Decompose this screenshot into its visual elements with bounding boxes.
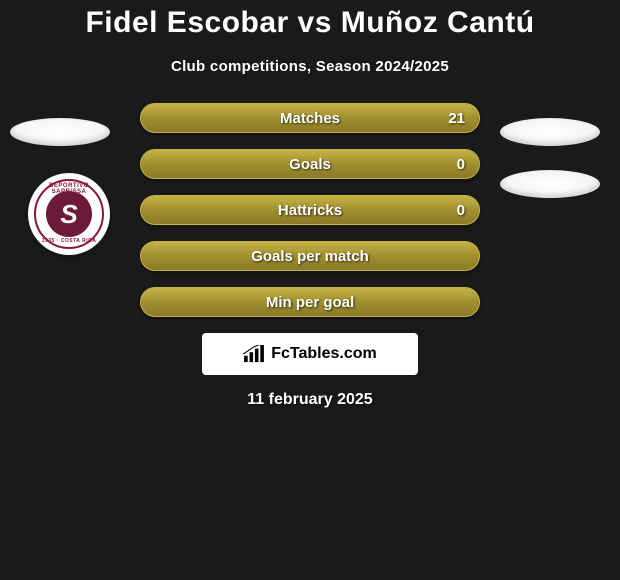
watermark-text: FcTables.com xyxy=(271,345,377,363)
club-badge-ring-bottom: 1935 · COSTA RICA xyxy=(36,238,102,244)
stat-bar-label: Goals xyxy=(141,156,479,173)
club-badge-ring-top: DEPORTIVO SAPRISSA xyxy=(36,183,102,195)
stat-bar-label: Min per goal xyxy=(141,294,479,311)
stat-bar-value: 0 xyxy=(457,202,465,219)
player2-placeholder-oval-2 xyxy=(500,170,600,198)
stat-bar: Min per goal xyxy=(140,287,480,317)
stat-bar-value: 0 xyxy=(457,156,465,173)
player2-placeholder-oval-1 xyxy=(500,118,600,146)
stat-bar: Matches21 xyxy=(140,103,480,133)
stat-bar-value: 21 xyxy=(448,110,465,127)
subtitle: Club competitions, Season 2024/2025 xyxy=(0,58,620,75)
comparison-content: DEPORTIVO SAPRISSA S 1935 · COSTA RICA M… xyxy=(0,103,620,409)
stat-bars: Matches21Goals0Hattricks0Goals per match… xyxy=(140,103,480,317)
stat-bar-label: Goals per match xyxy=(141,248,479,265)
stat-bar: Goals0 xyxy=(140,149,480,179)
watermark: FcTables.com xyxy=(202,333,418,375)
club-badge-core: S xyxy=(46,191,92,237)
stat-bar: Hattricks0 xyxy=(140,195,480,225)
club-badge: DEPORTIVO SAPRISSA S 1935 · COSTA RICA xyxy=(28,173,110,255)
stat-bar: Goals per match xyxy=(140,241,480,271)
chart-icon xyxy=(243,345,265,363)
date-label: 11 february 2025 xyxy=(0,391,620,409)
stat-bar-label: Hattricks xyxy=(141,202,479,219)
player1-placeholder-oval xyxy=(10,118,110,146)
club-badge-inner: DEPORTIVO SAPRISSA S 1935 · COSTA RICA xyxy=(34,179,104,249)
stat-bar-label: Matches xyxy=(141,110,479,127)
page-title: Fidel Escobar vs Muñoz Cantú xyxy=(0,0,620,40)
